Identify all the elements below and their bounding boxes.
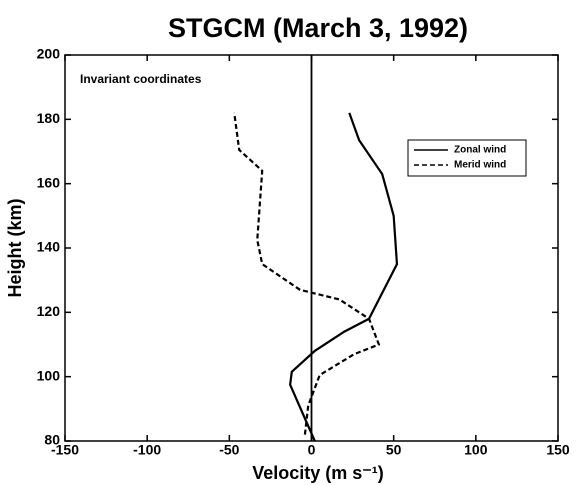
y-tick-label: 160 [37, 174, 61, 190]
x-tick-label: 100 [464, 442, 488, 458]
y-tick-label: 180 [37, 110, 61, 126]
y-tick-label: 80 [44, 432, 60, 448]
legend-box [407, 139, 527, 177]
x-tick-label: 150 [546, 442, 570, 458]
legend-label: Zonal wind [454, 145, 506, 156]
x-tick-label: -150 [51, 442, 79, 458]
y-tick-label: 120 [37, 303, 61, 319]
y-axis-label: Height (km) [5, 198, 25, 297]
line-series [289, 112, 399, 442]
y-tick-label: 100 [37, 367, 61, 383]
y-tick-label: 140 [37, 239, 61, 255]
legend-label: Merid wind [454, 160, 506, 171]
line-series [233, 112, 381, 435]
chart-title: STGCM (March 3, 1992) [168, 13, 468, 43]
x-tick-label: -100 [133, 442, 161, 458]
x-axis-label: Velocity (m s⁻¹) [252, 463, 384, 483]
x-tick-label: 50 [386, 442, 402, 458]
annotation: Invariant coordinates [80, 72, 202, 86]
x-tick-label: -50 [219, 442, 239, 458]
y-tick-label: 200 [37, 46, 61, 62]
x-tick-label: 0 [308, 442, 316, 458]
legend: Zonal wind Merid wind [407, 139, 527, 177]
